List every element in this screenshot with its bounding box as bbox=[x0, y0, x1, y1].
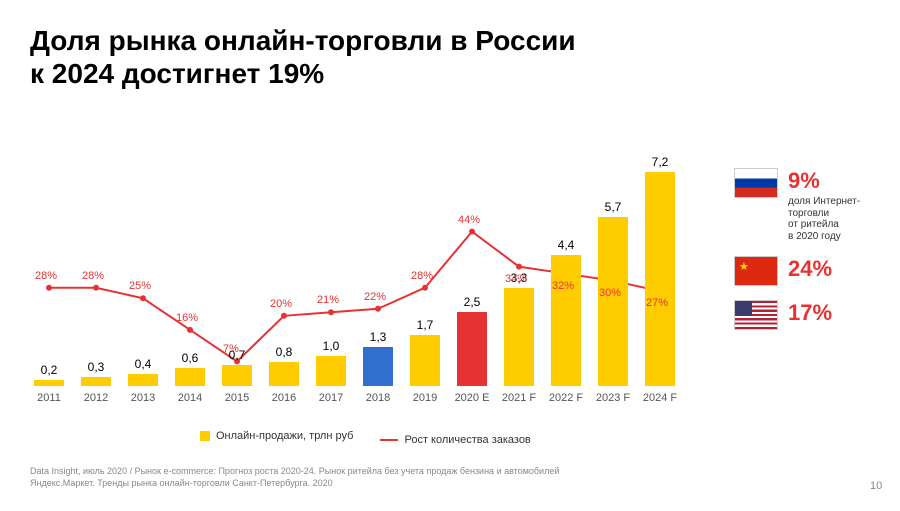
combo-chart: 0,2201128%0,3201228%0,4201325%0,6201416%… bbox=[34, 152, 694, 412]
bar-value-label: 2,5 bbox=[451, 295, 493, 309]
bar-value-label: 1,7 bbox=[404, 318, 446, 332]
bar-2019 bbox=[410, 335, 440, 386]
growth-pct-label: 25% bbox=[129, 280, 151, 292]
bar-2014 bbox=[175, 368, 205, 386]
flag-icon-us bbox=[734, 300, 778, 330]
x-axis-label: 2016 bbox=[261, 392, 307, 404]
slide: Доля рынка онлайн-торговли в России к 20… bbox=[0, 0, 900, 511]
bar-2012 bbox=[81, 377, 111, 386]
country-row-cn: 24% bbox=[734, 256, 886, 286]
bar-2013 bbox=[128, 374, 158, 386]
bar-2018 bbox=[363, 347, 393, 386]
x-axis-label: 2022 F bbox=[543, 392, 589, 404]
bar-2022F bbox=[551, 255, 581, 386]
bar-2024F bbox=[645, 172, 675, 386]
x-axis-label: 2023 F bbox=[590, 392, 636, 404]
flag-icon-ru bbox=[734, 168, 778, 198]
growth-pct-label: 16% bbox=[176, 312, 198, 324]
bar-2011 bbox=[34, 380, 64, 386]
growth-pct-label: 20% bbox=[270, 298, 292, 310]
bar-value-label: 0,2 bbox=[28, 363, 70, 377]
bar-2021F bbox=[504, 288, 534, 386]
growth-pct-label: 28% bbox=[35, 270, 57, 282]
country-row-us: 17% bbox=[734, 300, 886, 330]
legend-swatch-line-icon bbox=[380, 439, 398, 441]
bar-value-label: 0,4 bbox=[122, 357, 164, 371]
bar-2017 bbox=[316, 356, 346, 386]
country-share-pct: 24% bbox=[788, 256, 832, 282]
growth-pct-label: 28% bbox=[411, 270, 433, 282]
bar-2015 bbox=[222, 365, 252, 386]
country-share-pct: 9% bbox=[788, 168, 860, 194]
legend-label-growth: Рост количества заказов bbox=[404, 434, 530, 446]
title-line-1: Доля рынка онлайн-торговли в России bbox=[30, 24, 870, 57]
footnote-line-2: Яндекс.Маркет. Тренды рынка онлайн-торго… bbox=[30, 478, 559, 490]
chart-plot-area: 0,2201128%0,3201228%0,4201325%0,6201416%… bbox=[34, 152, 694, 412]
x-axis-label: 2024 F bbox=[637, 392, 683, 404]
bar-value-label: 0,3 bbox=[75, 360, 117, 374]
growth-pct-label: 30% bbox=[599, 287, 621, 299]
legend-label-sales: Онлайн-продажи, трлн руб bbox=[216, 430, 353, 442]
x-axis-label: 2017 bbox=[308, 392, 354, 404]
bar-2016 bbox=[269, 362, 299, 386]
country-row-ru: 9%доля Интернет-торговлиот ритейлав 2020… bbox=[734, 168, 886, 242]
x-axis-label: 2012 bbox=[73, 392, 119, 404]
chart-legend: Онлайн-продажи, трлн руб Рост количества… bbox=[200, 430, 555, 446]
bar-2020E bbox=[457, 312, 487, 386]
x-axis-label: 2020 E bbox=[449, 392, 495, 404]
footnote-line-1: Data Insight, июль 2020 / Рынок e-commer… bbox=[30, 466, 559, 478]
x-axis-label: 2013 bbox=[120, 392, 166, 404]
bar-value-label: 1,0 bbox=[310, 339, 352, 353]
bar-value-label: 4,4 bbox=[545, 238, 587, 252]
legend-swatch-bar-icon bbox=[200, 431, 210, 441]
bar-2023F bbox=[598, 217, 628, 386]
growth-pct-label: 27% bbox=[646, 297, 668, 309]
x-axis-label: 2011 bbox=[26, 392, 72, 404]
bar-value-label: 1,3 bbox=[357, 330, 399, 344]
x-axis-label: 2021 F bbox=[496, 392, 542, 404]
flag-icon-cn bbox=[734, 256, 778, 286]
country-comparison-sidebar: 9%доля Интернет-торговлиот ритейлав 2020… bbox=[734, 168, 886, 344]
x-axis-label: 2015 bbox=[214, 392, 260, 404]
growth-pct-label: 22% bbox=[364, 291, 386, 303]
country-share-caption: доля Интернет-торговлиот ритейлав 2020 г… bbox=[788, 196, 860, 242]
bar-value-label: 7,2 bbox=[639, 155, 681, 169]
bar-value-label: 0,6 bbox=[169, 351, 211, 365]
x-axis-label: 2019 bbox=[402, 392, 448, 404]
bar-value-label: 0,8 bbox=[263, 345, 305, 359]
slide-title: Доля рынка онлайн-торговли в России к 20… bbox=[30, 24, 870, 90]
growth-pct-label: 7% bbox=[223, 343, 239, 355]
growth-pct-label: 32% bbox=[552, 280, 574, 292]
growth-pct-label: 21% bbox=[317, 294, 339, 306]
country-share-pct: 17% bbox=[788, 300, 832, 326]
page-number: 10 bbox=[870, 480, 882, 492]
growth-pct-label: 34% bbox=[505, 273, 527, 285]
legend-item-growth: Рост количества заказов bbox=[380, 434, 530, 446]
x-axis-label: 2014 bbox=[167, 392, 213, 404]
source-footnote: Data Insight, июль 2020 / Рынок e-commer… bbox=[30, 466, 559, 489]
x-axis-label: 2018 bbox=[355, 392, 401, 404]
growth-pct-label: 44% bbox=[458, 214, 480, 226]
title-line-2: к 2024 достигнет 19% bbox=[30, 57, 870, 90]
bar-value-label: 5,7 bbox=[592, 200, 634, 214]
legend-item-sales: Онлайн-продажи, трлн руб bbox=[200, 430, 353, 442]
growth-pct-label: 28% bbox=[82, 270, 104, 282]
